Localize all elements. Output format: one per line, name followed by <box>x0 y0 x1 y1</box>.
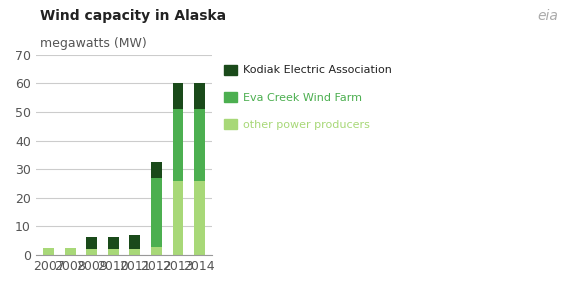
Bar <box>108 236 118 249</box>
Text: Wind capacity in Alaska: Wind capacity in Alaska <box>40 9 227 23</box>
Bar <box>108 249 118 255</box>
Bar <box>129 249 140 255</box>
Bar <box>151 162 162 178</box>
Bar <box>172 109 183 181</box>
Bar <box>65 248 76 255</box>
Bar <box>194 109 205 181</box>
Bar <box>129 235 140 249</box>
Bar <box>151 178 162 247</box>
Bar <box>86 249 97 255</box>
Bar <box>86 236 97 249</box>
Text: eia: eia <box>537 9 558 23</box>
Bar <box>194 181 205 255</box>
Bar <box>172 83 183 109</box>
Legend: Kodiak Electric Association, Eva Creek Wind Farm, other power producers: Kodiak Electric Association, Eva Creek W… <box>220 60 396 135</box>
Text: megawatts (MW): megawatts (MW) <box>40 37 147 50</box>
Bar <box>43 248 54 255</box>
Bar <box>194 83 205 109</box>
Bar <box>172 181 183 255</box>
Bar <box>151 247 162 255</box>
